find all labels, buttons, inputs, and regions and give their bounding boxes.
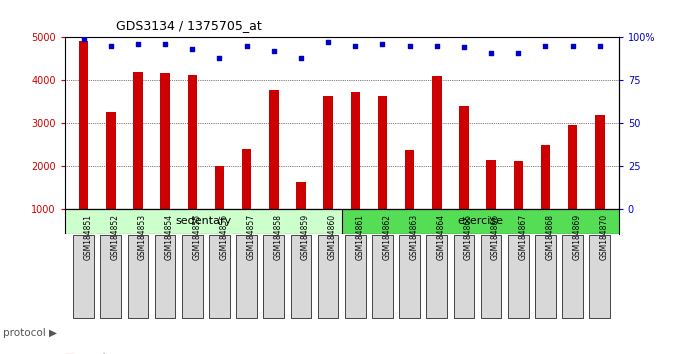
FancyBboxPatch shape: [290, 235, 311, 318]
FancyBboxPatch shape: [508, 235, 528, 318]
FancyBboxPatch shape: [128, 235, 148, 318]
Bar: [459, 106, 469, 252]
Text: GSM184860: GSM184860: [328, 214, 337, 260]
Point: [404, 43, 415, 48]
FancyBboxPatch shape: [426, 235, 447, 318]
Text: GSM184869: GSM184869: [573, 214, 581, 260]
FancyBboxPatch shape: [590, 235, 610, 318]
Point: [187, 46, 198, 52]
FancyBboxPatch shape: [73, 235, 94, 318]
Point: [350, 43, 360, 48]
Bar: [269, 90, 279, 252]
Bar: [405, 150, 414, 252]
FancyBboxPatch shape: [535, 235, 556, 318]
Text: GSM184852: GSM184852: [111, 214, 120, 260]
Bar: [79, 41, 88, 252]
Bar: [188, 75, 197, 252]
FancyBboxPatch shape: [263, 235, 284, 318]
Point: [78, 36, 89, 42]
FancyBboxPatch shape: [209, 235, 230, 318]
Text: GSM184853: GSM184853: [138, 214, 147, 260]
Bar: [342, 209, 619, 234]
Bar: [296, 182, 306, 252]
FancyBboxPatch shape: [345, 235, 366, 318]
FancyBboxPatch shape: [318, 235, 339, 318]
FancyBboxPatch shape: [454, 235, 474, 318]
Text: GSM184854: GSM184854: [165, 214, 174, 260]
Text: GSM184867: GSM184867: [518, 214, 527, 260]
Point: [377, 41, 388, 47]
Point: [214, 55, 225, 61]
Bar: [160, 73, 170, 252]
Text: GSM184861: GSM184861: [355, 214, 364, 260]
Text: GSM184858: GSM184858: [274, 214, 283, 260]
Bar: [133, 72, 143, 252]
Text: GSM184865: GSM184865: [464, 214, 473, 260]
Point: [160, 41, 171, 47]
Point: [458, 45, 469, 50]
Text: GSM184851: GSM184851: [84, 214, 92, 260]
Point: [133, 41, 143, 47]
FancyBboxPatch shape: [155, 235, 175, 318]
Point: [594, 43, 605, 48]
FancyBboxPatch shape: [562, 235, 583, 318]
Point: [323, 40, 334, 45]
Text: GSM184855: GSM184855: [192, 214, 201, 260]
FancyBboxPatch shape: [399, 235, 420, 318]
Bar: [215, 166, 224, 252]
FancyBboxPatch shape: [101, 235, 121, 318]
Bar: [432, 76, 441, 252]
FancyBboxPatch shape: [481, 235, 501, 318]
Text: GDS3134 / 1375705_at: GDS3134 / 1375705_at: [116, 19, 261, 33]
Point: [269, 48, 279, 54]
Point: [296, 55, 307, 61]
FancyBboxPatch shape: [372, 235, 393, 318]
FancyBboxPatch shape: [236, 235, 257, 318]
Text: GSM184870: GSM184870: [600, 214, 609, 260]
Bar: [350, 92, 360, 252]
Point: [105, 43, 116, 48]
Bar: [324, 96, 333, 252]
Text: sedentary: sedentary: [175, 216, 231, 226]
Point: [431, 43, 442, 48]
Text: GSM184859: GSM184859: [301, 214, 310, 260]
Point: [540, 43, 551, 48]
Text: GSM184863: GSM184863: [409, 214, 419, 260]
Text: ■: ■: [65, 353, 79, 354]
Bar: [541, 145, 550, 252]
Text: count: count: [80, 353, 107, 354]
Bar: [106, 112, 116, 252]
Point: [513, 50, 524, 56]
Bar: [513, 160, 523, 252]
Bar: [65, 209, 342, 234]
Text: exercise: exercise: [457, 216, 503, 226]
Text: protocol ▶: protocol ▶: [3, 328, 57, 338]
Bar: [486, 160, 496, 252]
Text: GSM184856: GSM184856: [220, 214, 228, 260]
Text: GSM184866: GSM184866: [491, 214, 500, 260]
Point: [567, 43, 578, 48]
Text: GSM184862: GSM184862: [382, 214, 392, 260]
Text: GSM184868: GSM184868: [545, 214, 554, 260]
Bar: [242, 149, 252, 252]
Point: [241, 43, 252, 48]
Point: [486, 50, 496, 56]
FancyBboxPatch shape: [182, 235, 203, 318]
Bar: [568, 125, 577, 252]
Text: GSM184857: GSM184857: [247, 214, 256, 260]
Text: GSM184864: GSM184864: [437, 214, 446, 260]
Bar: [377, 97, 387, 252]
Bar: [595, 115, 605, 252]
